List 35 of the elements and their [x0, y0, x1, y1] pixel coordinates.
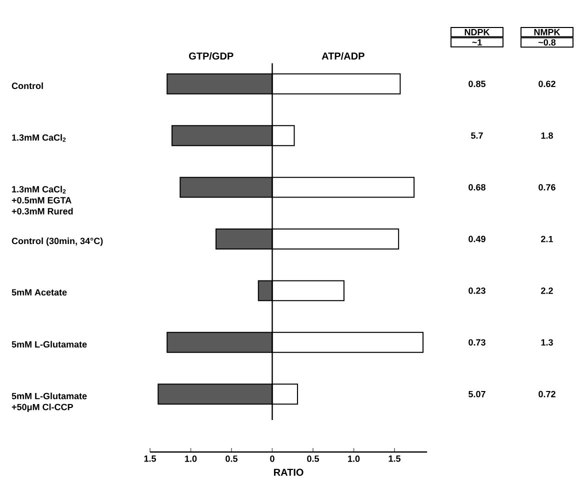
y-tick-label: 1.3mM CaCl$_{2}$: [12, 134, 66, 142]
y-tick-label: 1.3mM CaCl$_{2}$ +0.5mM EGTA +0.3mM Rured: [12, 186, 73, 214]
text: 0.68: [468, 184, 486, 190]
text: 0.76: [538, 184, 556, 190]
x-tick-label: 1.0: [185, 456, 197, 462]
y-tick-label: Control: [12, 82, 43, 90]
series-label: ATP/ADP: [322, 52, 364, 60]
text: 1.3: [541, 339, 553, 346]
y-tick-label: 5mM Acetate: [12, 289, 67, 296]
text: 1.8: [541, 132, 553, 139]
x-tick-label: 0: [270, 456, 274, 462]
text: 0.73: [468, 339, 486, 346]
y-tick-label: Control (30min, 34°C): [12, 238, 103, 246]
text: ~0.8: [538, 39, 556, 46]
text: NMPK: [534, 29, 560, 36]
x-tick-label: 1.5: [144, 456, 156, 462]
text: ~1: [472, 39, 482, 46]
text: 0.72: [538, 390, 556, 398]
y-tick-label: 5mM L-Glutamate: [12, 340, 87, 348]
text: NDPK: [464, 29, 490, 36]
series-label: GTP/GDP: [189, 52, 234, 60]
text: 0.62: [538, 80, 556, 88]
x-tick-label: 0.5: [226, 456, 238, 462]
y-tick-label: 5mM L-Glutamate +50μM Cl-CCP: [12, 392, 87, 412]
text: 2.2: [541, 288, 553, 294]
text: 2.1: [541, 236, 553, 242]
x-tick-label: 0.5: [307, 456, 320, 462]
text: 5.07: [468, 390, 486, 398]
x-axis-title: RATIO: [274, 468, 304, 476]
text: 0.49: [468, 236, 486, 242]
text: 0.23: [468, 288, 486, 294]
text: 0.85: [468, 80, 486, 88]
text: 5.7: [471, 132, 483, 139]
x-tick-label: 1.0: [348, 456, 360, 462]
x-tick-label: 1.5: [388, 456, 401, 462]
